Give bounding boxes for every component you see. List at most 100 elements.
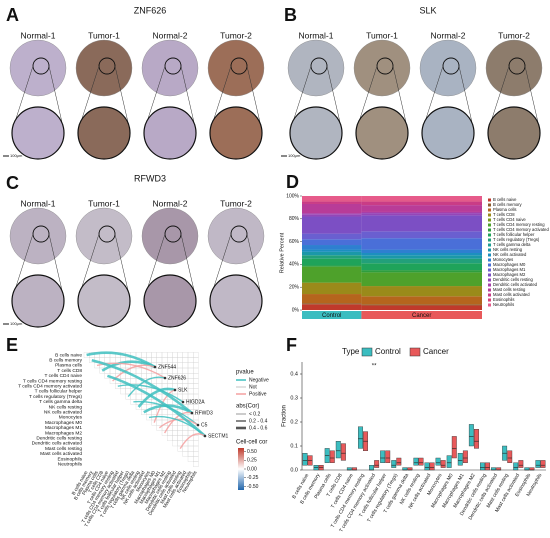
row-label: T cells CD4 memory resting <box>23 378 82 384</box>
scale-label: 100μm <box>288 153 301 158</box>
link <box>163 411 193 434</box>
bar-segment <box>361 211 482 214</box>
tissue-zoom <box>487 106 541 160</box>
tissue-zoom <box>143 274 197 328</box>
legend-title: Type <box>342 347 360 356</box>
matrix-cell <box>187 383 194 389</box>
row-label: Macrophages M1 <box>45 425 82 431</box>
sample-label: Normal-1 <box>299 30 334 40</box>
y-tick-label: 0% <box>292 307 300 313</box>
sample-label: Tumor-1 <box>88 198 120 208</box>
box <box>480 462 485 471</box>
y-tick-label: 40% <box>289 262 300 268</box>
bar-segment <box>361 200 482 202</box>
sample-label: Tumor-1 <box>88 30 120 40</box>
matrix-cell <box>177 352 183 358</box>
legend-swatch <box>488 278 491 282</box>
tissue-core <box>207 39 265 97</box>
box <box>435 457 441 466</box>
matrix-cell <box>187 445 194 452</box>
y-tick-label: 100% <box>286 193 299 199</box>
bar-segment <box>361 305 482 310</box>
matrix-cell <box>193 461 199 467</box>
box <box>524 467 530 471</box>
bar-segment <box>361 296 482 305</box>
bar-segment <box>361 213 482 216</box>
legend-label: 0.2 - 0.4 <box>249 418 268 424</box>
matrix-cell <box>167 435 173 441</box>
tissue-core <box>75 39 133 97</box>
tissue-core <box>9 39 67 97</box>
tissue-zoom <box>77 106 131 160</box>
bar-segment <box>302 200 362 202</box>
row-label: Dendritic cells activated <box>32 441 83 447</box>
bar-segment <box>361 231 482 239</box>
sample-label: Tumor-2 <box>220 30 252 40</box>
bar-segment <box>361 304 482 306</box>
row-label: B cells memory <box>49 357 82 363</box>
matrix-cell <box>167 399 173 405</box>
bar-segment <box>361 272 482 287</box>
y-tick-label: 0.3 <box>290 395 298 401</box>
matrix-cell <box>161 357 168 363</box>
legend-swatch <box>488 228 491 232</box>
tissue-core <box>141 207 199 265</box>
scale-label: 100μm <box>10 321 23 326</box>
legend-swatch <box>488 293 491 297</box>
bar-segment <box>302 239 362 246</box>
bar-segment <box>302 282 362 295</box>
legend-swatch <box>488 253 491 257</box>
matrix-cell <box>177 362 183 369</box>
legend-swatch <box>488 288 491 292</box>
matrix-cell <box>177 357 183 363</box>
legend-label: T cells CD4 memory resting <box>493 222 545 227</box>
tissue-zoom <box>11 106 65 160</box>
row-label: T cells CD8 <box>57 368 82 374</box>
box <box>396 457 402 466</box>
zoom-line <box>246 233 263 300</box>
legend-label: Negative <box>249 377 269 383</box>
matrix-cell <box>135 367 142 374</box>
group-strip <box>361 311 482 319</box>
matrix-cell <box>151 357 157 363</box>
legend-label: T cells regulatory (Tregs) <box>493 237 540 242</box>
box <box>335 441 341 459</box>
bar-segment <box>302 196 362 201</box>
y-tick-label: 80% <box>289 216 300 222</box>
matrix-cell <box>177 367 183 374</box>
matrix-cell <box>182 357 189 363</box>
link <box>179 433 206 449</box>
bar-segment <box>361 253 482 256</box>
bar-segment <box>361 263 482 271</box>
legend-label: Neutrophils <box>493 302 514 307</box>
row-label: T cells gamma delta <box>39 399 82 405</box>
matrix-cell <box>141 404 147 410</box>
matrix-cell <box>161 409 168 415</box>
bar-segment <box>361 286 482 297</box>
legend-label: < 0.2 <box>249 411 260 417</box>
link <box>153 389 176 423</box>
bar-segment <box>302 294 362 304</box>
bar-segment <box>302 304 362 310</box>
row-label: Neutrophils <box>58 461 83 467</box>
matrix-cell <box>193 435 199 441</box>
matrix-cell <box>193 440 199 447</box>
link <box>137 387 176 408</box>
legend-swatch <box>488 243 491 247</box>
matrix-cell <box>130 367 137 374</box>
gene-label: C5 <box>201 422 208 428</box>
matrix-cell <box>141 373 147 379</box>
matrix-cell <box>187 451 194 457</box>
group-strip <box>302 311 362 319</box>
legend-swatch <box>409 347 421 357</box>
matrix-cell <box>182 367 189 374</box>
matrix-cell <box>130 393 137 400</box>
row-label: Eosinophils <box>57 456 82 462</box>
link <box>91 358 193 415</box>
box <box>518 460 524 468</box>
panel-letter: E <box>6 335 18 355</box>
legend-swatch <box>488 233 491 237</box>
sample-label: Normal-1 <box>21 30 56 40</box>
matrix-cell <box>193 352 199 358</box>
tissue-zoom <box>143 106 197 160</box>
